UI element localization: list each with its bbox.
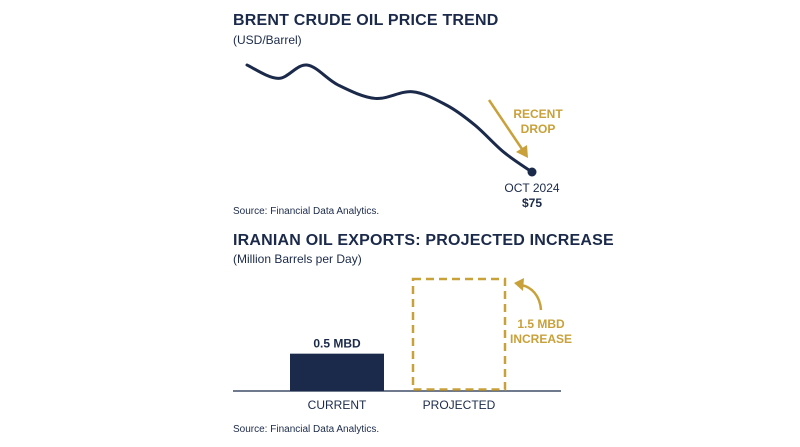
increase-label-line1: 1.5 MBD — [517, 317, 565, 331]
endpoint-date-label: OCT 2024 — [504, 181, 559, 195]
oil-exports-chart-subtitle: (Million Barrels per Day) — [233, 252, 362, 266]
endpoint-value-label: $75 — [522, 196, 542, 210]
recent-drop-arrow — [487, 99, 526, 153]
recent-drop-label-line1: RECENT — [513, 107, 563, 121]
bar-value-label: 0.5 MBD — [313, 337, 361, 351]
oil-exports-chart-title: IRANIAN OIL EXPORTS: PROJECTED INCREASE — [233, 232, 614, 249]
price-line — [245, 63, 534, 174]
bar-category-label: PROJECTED — [423, 398, 496, 412]
recent-drop-label-line2: DROP — [521, 122, 556, 136]
bar-current — [290, 353, 384, 391]
recent-drop-arrowhead — [516, 145, 528, 158]
oil-price-chart-title: BRENT CRUDE OIL PRICE TREND — [233, 12, 499, 29]
increase-arrow — [520, 283, 543, 311]
oil-exports-source: Source: Financial Data Analytics. — [233, 424, 380, 435]
oil-price-chart-subtitle: (USD/Barrel) — [233, 33, 302, 47]
bar-projected — [411, 277, 507, 391]
bar-category-label: CURRENT — [308, 398, 367, 412]
oil-price-source: Source: Financial Data Analytics. — [233, 206, 380, 217]
increase-arrowhead — [514, 278, 524, 291]
price-endpoint-marker — [527, 167, 537, 177]
increase-label-line2: INCREASE — [510, 332, 572, 346]
